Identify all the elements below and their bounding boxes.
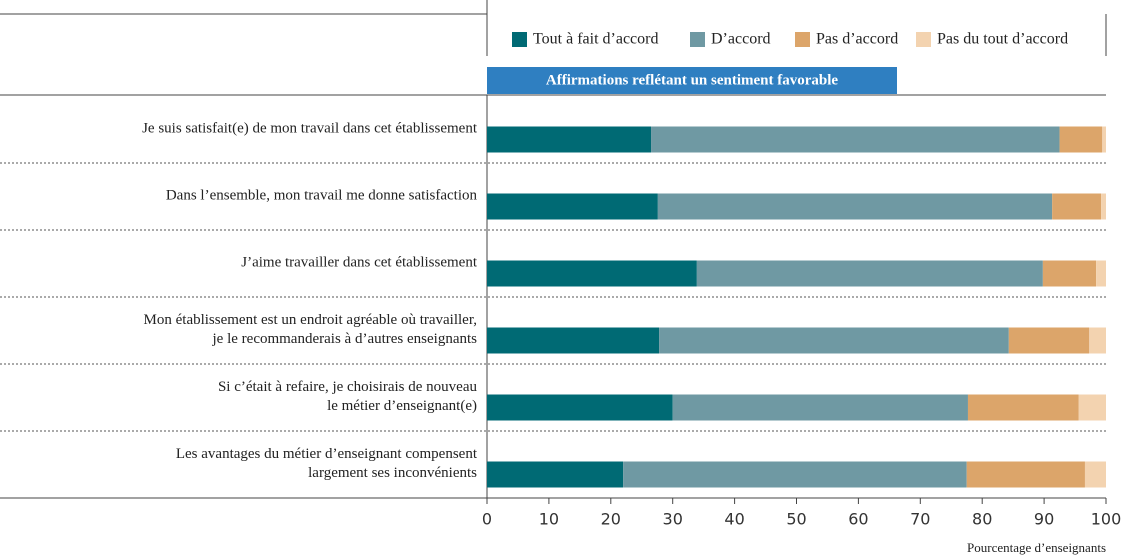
x-tick-label: 20 — [601, 510, 621, 529]
x-tick-label: 40 — [724, 510, 744, 529]
category-label: Si c’était à refaire, je choisirais de n… — [218, 379, 478, 414]
subtitle: Affirmations reflétant un sentiment favo… — [546, 72, 839, 88]
bar-segment — [1078, 394, 1106, 421]
bar-segment — [487, 327, 660, 354]
bar-segment — [623, 461, 967, 488]
subtitle-banner — [487, 67, 897, 94]
legend-label: Pas du tout d’accord — [937, 31, 1068, 48]
category-label: Les avantages du métier d’enseignant com… — [176, 446, 478, 481]
bar-segment — [1084, 461, 1106, 488]
bar-segment — [1042, 260, 1097, 287]
legend-swatch — [512, 32, 527, 47]
legend-swatch — [916, 32, 931, 47]
x-tick-label: 90 — [1034, 510, 1054, 529]
x-tick-label: 50 — [786, 510, 806, 529]
bar-segment — [1096, 260, 1106, 287]
legend-label: D’accord — [711, 31, 771, 48]
category-label: Je suis satisfait(e) de mon travail dans… — [142, 121, 478, 137]
legend-label: Tout à fait d’accord — [533, 31, 658, 48]
bar-segment — [1101, 193, 1106, 220]
x-tick-label: 80 — [972, 510, 992, 529]
bar-segment — [1008, 327, 1090, 354]
bar-segment — [659, 327, 1009, 354]
bar-segment — [651, 126, 1060, 153]
x-tick-label: 10 — [539, 510, 559, 529]
bar-segment — [1052, 193, 1102, 220]
x-tick-label: 70 — [910, 510, 930, 529]
bar-segment — [1102, 126, 1106, 153]
bar-segment — [672, 394, 968, 421]
x-axis-label: Pourcentage d’enseignants — [967, 540, 1106, 555]
bar-segment — [967, 394, 1079, 421]
category-label: Dans l’ensemble, mon travail me donne sa… — [166, 188, 478, 204]
bar-segment — [657, 193, 1053, 220]
legend-label: Pas d’accord — [816, 31, 898, 48]
x-tick-label: 60 — [848, 510, 868, 529]
bar-segment — [1059, 126, 1103, 153]
bar-segment — [487, 260, 697, 287]
category-label: J’aime travailler dans cet établissement — [241, 255, 478, 271]
bar-segment — [487, 394, 673, 421]
x-tick-label: 30 — [663, 510, 683, 529]
category-label: Mon établissement est un endroit agréabl… — [144, 312, 478, 347]
bar-segment — [966, 461, 1085, 488]
x-tick-label: 0 — [482, 510, 492, 529]
bar-segment — [487, 126, 652, 153]
legend-swatch — [795, 32, 810, 47]
legend-swatch — [690, 32, 705, 47]
bar-segment — [1089, 327, 1106, 354]
bar-segment — [487, 193, 658, 220]
x-tick-label: 100 — [1091, 510, 1121, 529]
bar-segment — [696, 260, 1043, 287]
bar-segment — [487, 461, 624, 488]
